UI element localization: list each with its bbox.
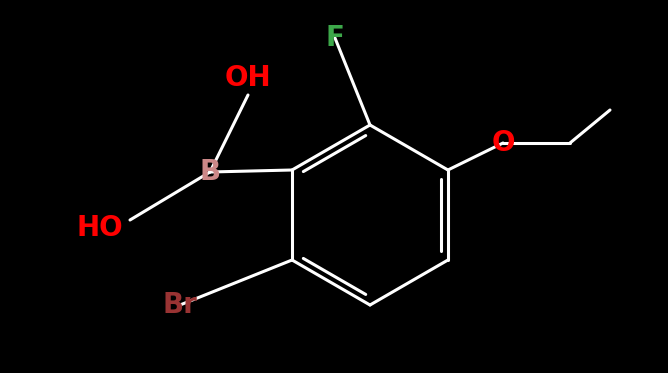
Text: Br: Br — [162, 291, 198, 319]
Text: B: B — [200, 158, 220, 186]
Text: OH: OH — [224, 64, 271, 92]
Text: HO: HO — [77, 214, 124, 242]
Text: O: O — [491, 129, 515, 157]
Text: F: F — [325, 24, 345, 52]
